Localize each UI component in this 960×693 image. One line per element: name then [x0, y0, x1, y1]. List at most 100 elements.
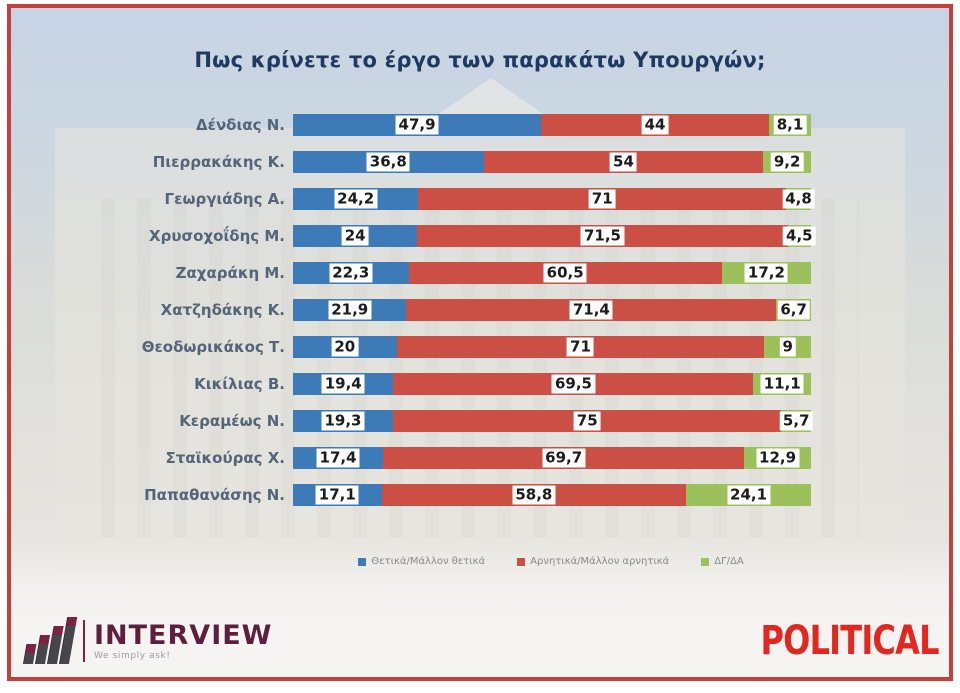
chart-row: Θεοδωρικάκος Τ. 20 71 9	[29, 328, 811, 365]
value-label: 4,5	[783, 226, 816, 245]
bar-segment: 9,2	[763, 150, 811, 173]
legend-swatch-icon	[701, 557, 710, 566]
value-label: 71	[567, 337, 594, 356]
value-label: 19,4	[321, 374, 365, 393]
bar-segment: 69,7	[383, 446, 745, 469]
value-label: 24,1	[727, 485, 771, 504]
legend-label: Θετικά/Μάλλον θετικά	[371, 556, 486, 567]
category-label: Κικίλιας Β.	[194, 374, 285, 393]
bar-track: 19,3 75 5,7	[293, 409, 813, 432]
bar-track: 19,4 69,5 11,1	[293, 372, 811, 395]
bar-track: 22,3 60,5 17,2	[293, 261, 811, 284]
value-label: 22,3	[329, 263, 373, 282]
bar-segment: 71	[396, 335, 765, 358]
chart-row: Πιερρακάκης Κ. 36,8 54 9,2	[29, 143, 811, 180]
interview-tagline: We simply ask!	[94, 650, 171, 661]
bar-track: 21,9 71,4 6,7	[293, 298, 811, 321]
bar-segment: 36,8	[293, 150, 484, 173]
bar-segment: 71,5	[417, 224, 788, 247]
bar-segment: 17,2	[721, 261, 811, 284]
chart-legend: Θετικά/Μάλλον θετικά Αρνητικά/Μάλλον αρνη…	[293, 556, 809, 567]
legend-label: Αρνητικά/Μάλλον αρνητικά	[530, 556, 670, 567]
category-label: Χρυσοχοΐδης Μ.	[149, 226, 285, 245]
bar-segment: 12,9	[744, 446, 811, 469]
bar-segment: 24,1	[686, 483, 811, 506]
value-label: 9	[779, 337, 796, 356]
value-label: 9,2	[770, 152, 804, 171]
bar-segment: 44	[541, 113, 770, 136]
chart-row: Χατζηδάκης Κ. 21,9 71,4 6,7	[29, 291, 811, 328]
value-label: 71,5	[580, 226, 624, 245]
bar-segment: 71,4	[406, 298, 777, 321]
category-label: Παπαθανάσης Ν.	[144, 485, 285, 504]
background-bottom-fade	[11, 537, 949, 677]
bar-segment: 71	[418, 187, 787, 210]
bar-segment: 4,8	[782, 187, 815, 210]
value-label: 12,9	[756, 448, 800, 467]
bar-track: 24,2 71 4,8	[293, 187, 815, 210]
footer: INTERVIEW We simply ask! POLITICAL	[11, 611, 949, 677]
value-label: 58,8	[512, 485, 556, 504]
bar-track: 17,1 58,8 24,1	[293, 483, 811, 506]
value-label: 69,5	[551, 374, 595, 393]
interview-bars-icon	[22, 617, 78, 664]
bar-segment: 8,1	[769, 113, 811, 136]
value-label: 69,7	[542, 448, 586, 467]
value-label: 8,1	[773, 115, 807, 134]
bar-segment: 11,1	[753, 372, 811, 395]
chart-row: Σταϊκούρας Χ. 17,4 69,7 12,9	[29, 439, 811, 476]
bar-chart: Δένδιας Ν. 47,9 44 8,1 Πιερρακάκης Κ. 36,8…	[29, 106, 816, 513]
value-label: 54	[610, 152, 637, 171]
bar-segment: 19,4	[293, 372, 394, 395]
poll-frame: Πως κρίνετε το έργο των παρακάτω Υπουργώ…	[7, 4, 953, 681]
value-label: 17,2	[744, 263, 788, 282]
bar-track: 36,8 54 9,2	[293, 150, 811, 173]
category-label: Σταϊκούρας Χ.	[165, 448, 285, 467]
bar-segment: 17,1	[293, 483, 382, 506]
category-label: Χατζηδάκης Κ.	[160, 300, 285, 319]
chart-row: Δένδιας Ν. 47,9 44 8,1	[29, 106, 811, 143]
legend-item: Θετικά/Μάλλον θετικά	[358, 556, 485, 567]
chart-row: Κικίλιας Β. 19,4 69,5 11,1	[29, 365, 811, 402]
value-label: 6,7	[777, 300, 810, 319]
value-label: 5,7	[779, 411, 813, 430]
value-label: 20	[331, 337, 359, 356]
value-label: 21,9	[328, 300, 372, 319]
bar-track: 17,4 69,7 12,9	[293, 446, 811, 469]
legend-label: ΔΓ/ΔΑ	[714, 556, 744, 567]
value-label: 24	[341, 226, 369, 245]
bar-segment: 58,8	[381, 483, 687, 506]
category-label: Γεωργιάδης Α.	[164, 189, 285, 208]
bar-segment: 5,7	[779, 409, 813, 432]
category-label: Θεοδωρικάκος Τ.	[141, 337, 285, 356]
bar-track: 47,9 44 8,1	[293, 113, 811, 136]
value-label: 60,5	[543, 263, 587, 282]
chart-title: Πως κρίνετε το έργο των παρακάτω Υπουργώ…	[194, 48, 766, 72]
interview-logo-divider	[83, 620, 85, 662]
building-columns-image	[101, 198, 859, 538]
category-label: Κεραμέως Ν.	[179, 411, 285, 430]
bar-segment: 20	[293, 335, 397, 358]
bar-segment: 69,5	[393, 372, 754, 395]
category-label: Δένδιας Ν.	[196, 115, 285, 134]
chart-row: Παπαθανάσης Ν. 17,1 58,8 24,1	[29, 476, 811, 513]
value-label: 44	[641, 115, 669, 134]
value-label: 71	[588, 189, 616, 208]
bar-segment: 19,3	[293, 409, 393, 432]
value-label: 17,4	[316, 448, 360, 467]
bar-segment: 17,4	[293, 446, 384, 469]
chart-row: Ζαχαράκη Μ. 22,3 60,5 17,2	[29, 254, 811, 291]
bar-segment: 24,2	[293, 187, 419, 210]
chart-row: Γεωργιάδης Α. 24,2 71 4,8	[29, 180, 815, 217]
chart-row: Χρυσοχοΐδης Μ. 24 71,5 4,5	[29, 217, 816, 254]
bar-segment: 47,9	[293, 113, 542, 136]
bar-segment: 4,5	[783, 224, 816, 247]
chart-row: Κεραμέως Ν. 19,3 75 5,7	[29, 402, 813, 439]
value-label: 75	[573, 411, 601, 430]
bar-track: 24 71,5 4,5	[293, 224, 816, 247]
value-label: 17,1	[315, 485, 359, 504]
legend-swatch-icon	[358, 557, 367, 566]
value-label: 36,8	[366, 152, 410, 171]
value-label: 11,1	[760, 374, 804, 393]
legend-item: Αρνητικά/Μάλλον αρνητικά	[517, 556, 669, 567]
